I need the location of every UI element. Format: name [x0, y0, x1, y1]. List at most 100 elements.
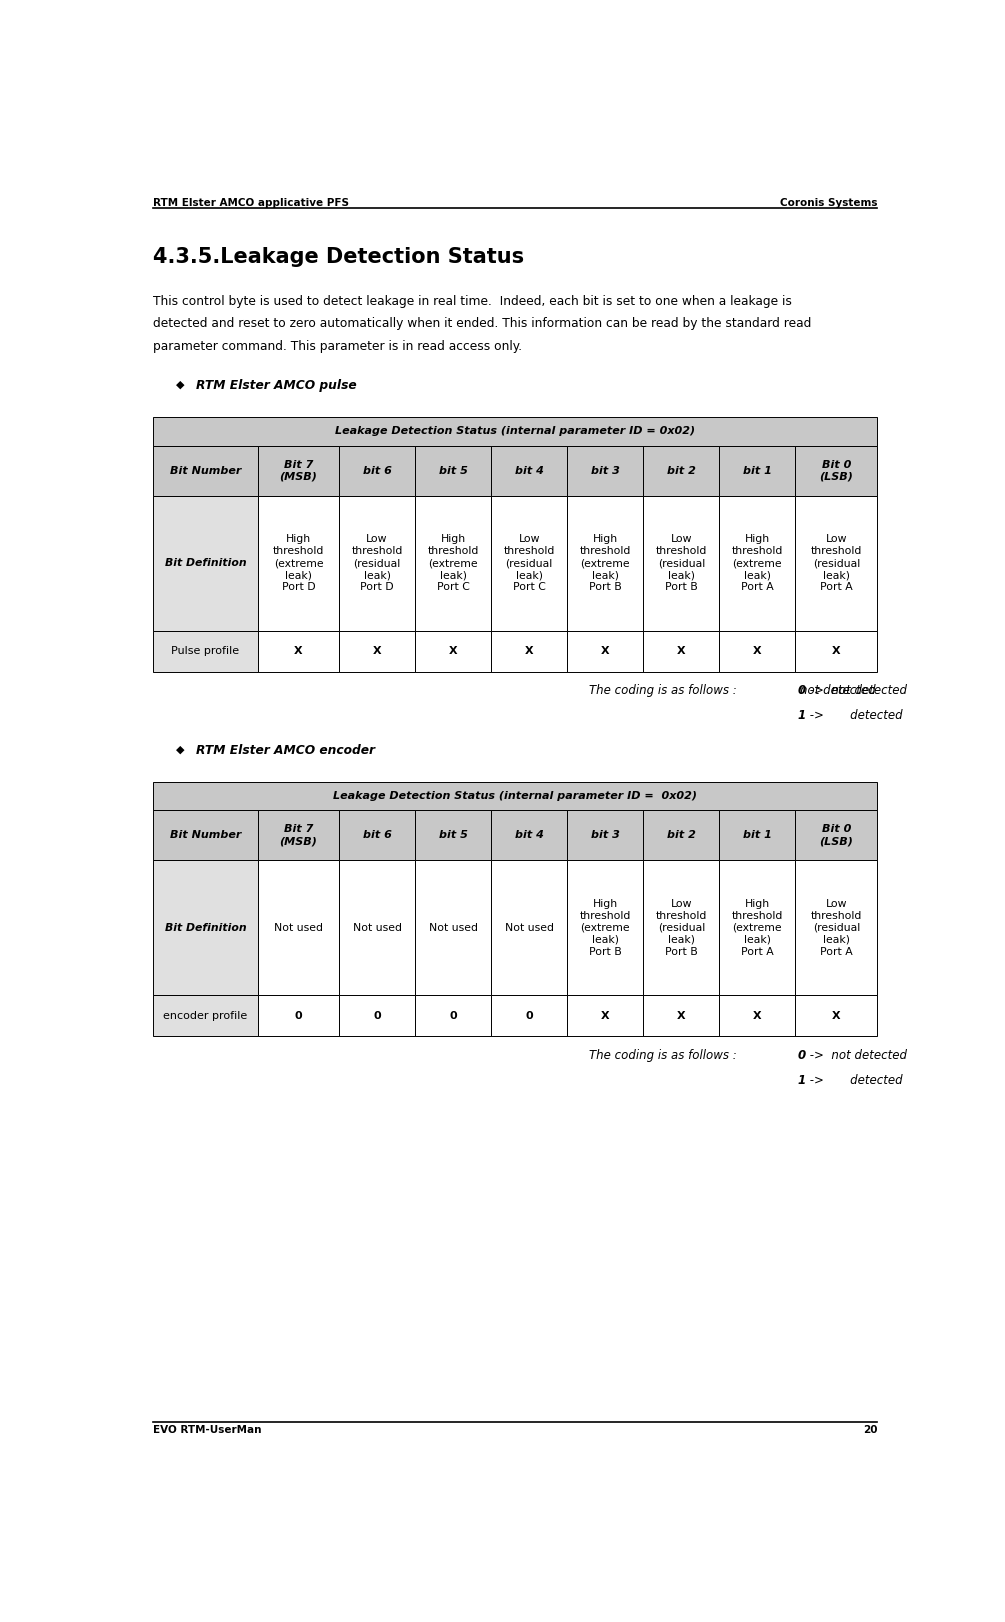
- Text: parameter command. This parameter is in read access only.: parameter command. This parameter is in …: [153, 339, 522, 352]
- Text: Leakage Detection Status (internal parameter ID = 0x02): Leakage Detection Status (internal param…: [335, 427, 695, 436]
- Text: X: X: [677, 1011, 685, 1020]
- Text: The coding is as follows :: The coding is as follows :: [589, 684, 741, 697]
- FancyBboxPatch shape: [643, 860, 720, 996]
- FancyBboxPatch shape: [795, 446, 877, 496]
- FancyBboxPatch shape: [153, 811, 258, 860]
- Text: ->       detected: -> detected: [806, 709, 902, 722]
- Text: ◆: ◆: [176, 744, 185, 754]
- Text: Bit 7
(MSB): Bit 7 (MSB): [279, 824, 318, 847]
- Text: High
threshold
(extreme
leak)
Port A: High threshold (extreme leak) Port A: [732, 534, 783, 592]
- Text: Bit Definition: Bit Definition: [165, 558, 246, 568]
- Text: bit 3: bit 3: [591, 830, 620, 840]
- FancyBboxPatch shape: [153, 631, 258, 672]
- Text: 0: 0: [798, 684, 806, 697]
- Text: Low
threshold
(residual
leak)
Port A: Low threshold (residual leak) Port A: [811, 899, 862, 957]
- Text: RTM Elster AMCO encoder: RTM Elster AMCO encoder: [196, 744, 375, 757]
- Text: High
threshold
(extreme
leak)
Port D: High threshold (extreme leak) Port D: [272, 534, 325, 592]
- FancyBboxPatch shape: [339, 860, 415, 996]
- FancyBboxPatch shape: [415, 631, 491, 672]
- Text: Not used: Not used: [428, 923, 477, 933]
- Text: 1: 1: [798, 709, 806, 722]
- FancyBboxPatch shape: [567, 860, 643, 996]
- FancyBboxPatch shape: [491, 496, 567, 631]
- Text: Pulse profile: Pulse profile: [171, 646, 239, 657]
- Text: Bit 7
(MSB): Bit 7 (MSB): [279, 459, 318, 482]
- FancyBboxPatch shape: [415, 996, 491, 1036]
- Text: not detected: not detected: [800, 684, 875, 697]
- Text: X: X: [753, 646, 762, 657]
- FancyBboxPatch shape: [258, 496, 339, 631]
- FancyBboxPatch shape: [339, 496, 415, 631]
- Text: The coding is as follows :: The coding is as follows :: [589, 1049, 741, 1062]
- FancyBboxPatch shape: [643, 811, 720, 860]
- Text: 0: 0: [798, 1049, 806, 1062]
- Text: Not used: Not used: [274, 923, 323, 933]
- FancyBboxPatch shape: [491, 860, 567, 996]
- Text: Bit 0
(LSB): Bit 0 (LSB): [819, 824, 853, 847]
- FancyBboxPatch shape: [795, 631, 877, 672]
- FancyBboxPatch shape: [258, 446, 339, 496]
- Text: 20: 20: [862, 1424, 877, 1435]
- Text: High
threshold
(extreme
leak)
Port A: High threshold (extreme leak) Port A: [732, 899, 783, 957]
- FancyBboxPatch shape: [491, 811, 567, 860]
- Text: Not used: Not used: [353, 923, 402, 933]
- FancyBboxPatch shape: [720, 811, 795, 860]
- FancyBboxPatch shape: [339, 996, 415, 1036]
- FancyBboxPatch shape: [567, 496, 643, 631]
- Text: X: X: [525, 646, 534, 657]
- FancyBboxPatch shape: [339, 811, 415, 860]
- Text: X: X: [373, 646, 381, 657]
- FancyBboxPatch shape: [258, 631, 339, 672]
- Text: X: X: [294, 646, 303, 657]
- Text: bit 4: bit 4: [515, 466, 544, 475]
- Text: Bit 0
(LSB): Bit 0 (LSB): [819, 459, 853, 482]
- FancyBboxPatch shape: [567, 631, 643, 672]
- Text: bit 1: bit 1: [743, 830, 772, 840]
- Text: ->       detected: -> detected: [806, 1074, 902, 1087]
- FancyBboxPatch shape: [795, 860, 877, 996]
- Text: bit 6: bit 6: [363, 830, 392, 840]
- FancyBboxPatch shape: [720, 996, 795, 1036]
- Text: 0: 0: [373, 1011, 381, 1020]
- Text: 4.3.5.Leakage Detection Status: 4.3.5.Leakage Detection Status: [153, 247, 524, 268]
- FancyBboxPatch shape: [153, 860, 258, 996]
- Text: Low
threshold
(residual
leak)
Port D: Low threshold (residual leak) Port D: [352, 534, 403, 592]
- Text: bit 5: bit 5: [439, 466, 467, 475]
- Text: bit 5: bit 5: [439, 830, 467, 840]
- Text: detected and reset to zero automatically when it ended. This information can be : detected and reset to zero automatically…: [153, 316, 811, 329]
- Text: X: X: [677, 646, 685, 657]
- FancyBboxPatch shape: [339, 631, 415, 672]
- Text: Bit Number: Bit Number: [170, 830, 241, 840]
- FancyBboxPatch shape: [643, 496, 720, 631]
- Text: Coronis Systems: Coronis Systems: [780, 198, 877, 208]
- Text: ◆: ◆: [176, 380, 185, 389]
- Text: bit 1: bit 1: [743, 466, 772, 475]
- FancyBboxPatch shape: [153, 496, 258, 631]
- Text: X: X: [753, 1011, 762, 1020]
- FancyBboxPatch shape: [153, 782, 877, 811]
- Text: High
threshold
(extreme
leak)
Port B: High threshold (extreme leak) Port B: [580, 899, 631, 957]
- FancyBboxPatch shape: [258, 860, 339, 996]
- FancyBboxPatch shape: [567, 996, 643, 1036]
- FancyBboxPatch shape: [643, 446, 720, 496]
- Text: 0: 0: [449, 1011, 457, 1020]
- Text: X: X: [832, 646, 840, 657]
- Text: X: X: [449, 646, 457, 657]
- Text: bit 6: bit 6: [363, 466, 392, 475]
- FancyBboxPatch shape: [153, 996, 258, 1036]
- Text: Not used: Not used: [505, 923, 554, 933]
- FancyBboxPatch shape: [567, 446, 643, 496]
- Text: Bit Number: Bit Number: [170, 466, 241, 475]
- FancyBboxPatch shape: [491, 996, 567, 1036]
- Text: This control byte is used to detect leakage in real time.  Indeed, each bit is s: This control byte is used to detect leak…: [153, 295, 792, 308]
- FancyBboxPatch shape: [491, 446, 567, 496]
- FancyBboxPatch shape: [415, 496, 491, 631]
- FancyBboxPatch shape: [643, 996, 720, 1036]
- FancyBboxPatch shape: [720, 860, 795, 996]
- FancyBboxPatch shape: [795, 811, 877, 860]
- Text: High
threshold
(extreme
leak)
Port C: High threshold (extreme leak) Port C: [427, 534, 478, 592]
- FancyBboxPatch shape: [153, 446, 258, 496]
- FancyBboxPatch shape: [258, 996, 339, 1036]
- FancyBboxPatch shape: [720, 446, 795, 496]
- Text: RTM Elster AMCO pulse: RTM Elster AMCO pulse: [196, 380, 357, 393]
